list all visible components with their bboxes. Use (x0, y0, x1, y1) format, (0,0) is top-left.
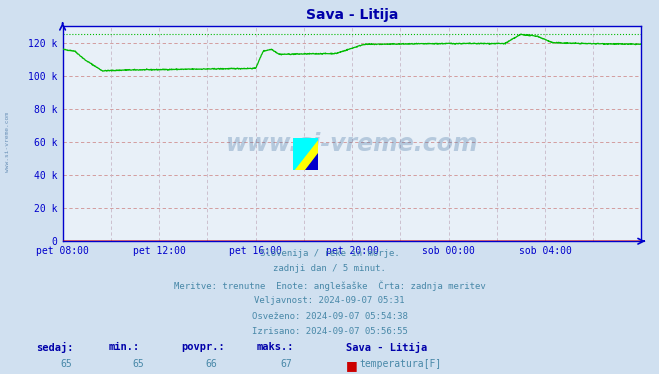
Text: 65: 65 (132, 359, 144, 369)
Text: maks.:: maks.: (257, 342, 295, 352)
Text: sedaj:: sedaj: (36, 342, 74, 353)
Text: 67: 67 (281, 359, 293, 369)
Text: zadnji dan / 5 minut.: zadnji dan / 5 minut. (273, 264, 386, 273)
Text: Izrisano: 2024-09-07 05:56:55: Izrisano: 2024-09-07 05:56:55 (252, 327, 407, 336)
Text: Sava - Litija: Sava - Litija (346, 342, 427, 353)
Text: ■: ■ (346, 359, 358, 372)
Text: Veljavnost: 2024-09-07 05:31: Veljavnost: 2024-09-07 05:31 (254, 296, 405, 305)
Polygon shape (304, 153, 318, 170)
Polygon shape (293, 138, 318, 170)
Text: povpr.:: povpr.: (181, 342, 225, 352)
Text: Slovenija / reke in morje.: Slovenija / reke in morje. (260, 249, 399, 258)
Polygon shape (293, 138, 318, 170)
Text: www.si-vreme.com: www.si-vreme.com (5, 112, 11, 172)
Text: www.si-vreme.com: www.si-vreme.com (225, 132, 478, 156)
Text: temperatura[F]: temperatura[F] (359, 359, 442, 369)
Text: min.:: min.: (109, 342, 140, 352)
Text: Osveženo: 2024-09-07 05:54:38: Osveženo: 2024-09-07 05:54:38 (252, 312, 407, 321)
Text: 66: 66 (205, 359, 217, 369)
Title: Sava - Litija: Sava - Litija (306, 8, 398, 22)
Text: 65: 65 (60, 359, 72, 369)
Text: Meritve: trenutne  Enote: anglešaške  Črta: zadnja meritev: Meritve: trenutne Enote: anglešaške Črta… (173, 280, 486, 291)
